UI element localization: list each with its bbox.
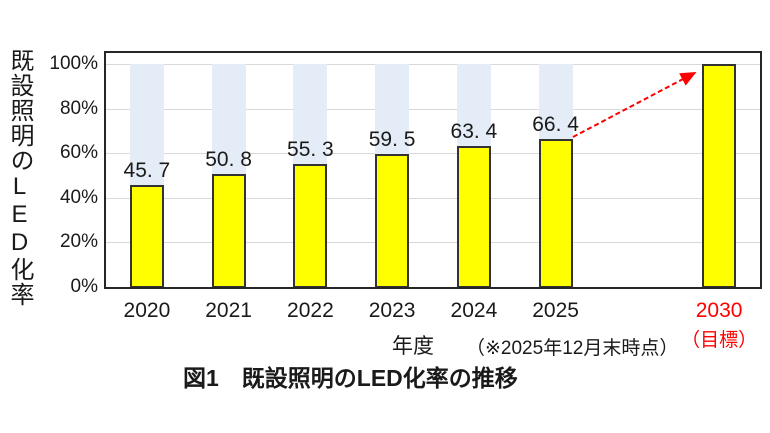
x-axis-note: （※2025年12月末時点） bbox=[466, 338, 679, 359]
value-label-2020: 45. 7 bbox=[123, 159, 171, 183]
x-tick-label-2021: 2021 bbox=[205, 299, 252, 322]
x-tick-label-2024: 2024 bbox=[450, 299, 498, 322]
gridline-40 bbox=[106, 197, 760, 199]
y-axis-title: 既設照明のLED化率 bbox=[6, 48, 33, 307]
value-label-2022: 55. 3 bbox=[287, 137, 334, 161]
gridline-60 bbox=[106, 153, 760, 155]
plot-area bbox=[104, 51, 762, 289]
y-tick-label-60: 60% bbox=[59, 142, 98, 164]
bar-2021 bbox=[211, 173, 246, 287]
y-tick-label-100: 100% bbox=[49, 53, 98, 75]
x-tick-label-2020: 2020 bbox=[123, 299, 171, 322]
bar-2030 bbox=[702, 64, 737, 287]
value-label-2021: 50. 8 bbox=[205, 147, 252, 171]
value-label-2024: 63. 4 bbox=[450, 119, 498, 143]
bar-2025 bbox=[538, 139, 573, 287]
gridline-100 bbox=[106, 64, 760, 66]
bar-2020 bbox=[129, 185, 164, 287]
x-tick-label-2023: 2023 bbox=[368, 299, 416, 322]
value-label-2025: 66. 4 bbox=[532, 113, 579, 136]
y-tick-label-20: 20% bbox=[59, 231, 98, 253]
y-tick-label-0: 0% bbox=[70, 276, 98, 297]
x-tick-label-2022: 2022 bbox=[287, 299, 334, 322]
y-tick-label-80: 80% bbox=[59, 97, 98, 119]
figure-caption: 図1 既設照明のLED化率の推移 bbox=[183, 365, 518, 391]
value-label-2023: 59. 5 bbox=[368, 128, 416, 152]
gridline-20 bbox=[106, 242, 760, 244]
x-axis-title: 年度 bbox=[392, 335, 434, 358]
bar-2022 bbox=[293, 163, 328, 287]
y-tick-label-40: 40% bbox=[59, 186, 98, 208]
x-tick-label-2030: 2030 bbox=[695, 299, 743, 322]
bar-2023 bbox=[375, 154, 410, 287]
bar-2024 bbox=[456, 145, 491, 287]
x-sub-label-2030: （目標） bbox=[681, 330, 758, 351]
x-tick-label-2025: 2025 bbox=[532, 299, 579, 322]
gridline-80 bbox=[106, 108, 760, 110]
